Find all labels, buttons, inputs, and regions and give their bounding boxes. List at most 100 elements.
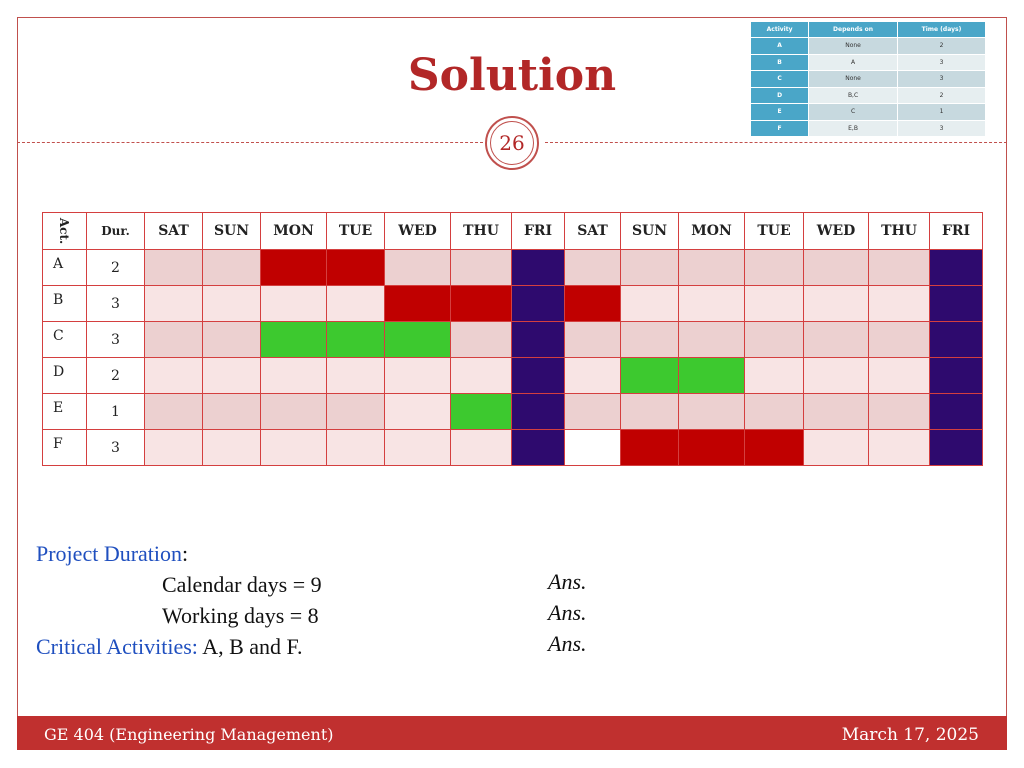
gantt-cell-dark [564,249,621,286]
gantt-cell-dark [384,249,451,286]
gantt-cell-red [678,429,745,466]
duration-value: 3 [86,429,145,466]
gantt-cell-light [868,357,930,394]
gantt-cell-light [326,285,385,322]
activity-label: E [42,393,87,430]
gantt-cell-light [260,285,327,322]
calendar-days: Calendar days = 9 [162,572,322,597]
gantt-cell-light [384,357,451,394]
gantt-cell-dark [620,321,679,358]
gantt-cell-light [868,285,930,322]
duration-value: 3 [86,285,145,322]
reference-header: Activity [749,21,810,38]
gantt-cell-dark [678,393,745,430]
slide-date: March 17, 2025 [841,725,979,745]
reference-time: 3 [896,53,987,71]
gantt-cell-light [384,429,451,466]
gantt-cell-dark [620,393,679,430]
gantt-cell-dark [803,249,869,286]
footer-bar: GE 404 (Engineering Management) March 17… [17,716,1007,750]
gantt-cell-light [620,285,679,322]
gantt-cell-green [450,393,512,430]
reference-depends: A [808,53,898,71]
reference-time: 3 [896,119,987,137]
gantt-cell-green [260,321,327,358]
gantt-cell-dark [678,249,745,286]
gantt-cell-light [326,357,385,394]
gantt-header-row: Act. Dur. SAT SUN MON TUE WED THU FRI SAT SUN MON… [42,212,983,250]
day-header: TUE [744,212,804,250]
answer-mark-3: Ans. [548,631,587,656]
gantt-cell-dark [450,249,512,286]
gantt-cell-light [144,429,203,466]
day-header: WED [384,212,451,250]
gantt-cell-navy [929,429,983,466]
reference-row: C None 3 [749,70,987,88]
gantt-cell-green [326,321,385,358]
gantt-cell-light [803,357,869,394]
gantt-cell-red [564,285,621,322]
day-header: SUN [620,212,679,250]
day-header: FRI [511,212,565,250]
gantt-cell-navy [511,249,565,286]
reference-depends: B,C [808,86,898,104]
gantt-cell-light [384,393,451,430]
day-header: TUE [326,212,385,250]
answer-mark-1: Ans. [548,569,587,594]
day-header: SAT [144,212,203,250]
gantt-cell-green [620,357,679,394]
gantt-cell-navy [511,393,565,430]
working-days: Working days = 8 [162,603,319,628]
gantt-cell-dark [260,393,327,430]
reference-row: A None 2 [749,37,987,55]
gantt-cell-dark [868,393,930,430]
day-header: FRI [929,212,983,250]
gantt-cell-light [564,357,621,394]
gantt-cell-light [144,357,203,394]
gantt-cell-light [803,429,869,466]
activity-label: C [42,321,87,358]
critical-activities-label: Critical Activities: [36,634,198,659]
gantt-cell-dark [744,249,804,286]
reference-activity: D [749,86,810,104]
gantt-cell-light [678,285,745,322]
answer-mark-2: Ans. [548,600,587,625]
gantt-cell-white [564,429,621,466]
reference-activity: E [749,103,810,121]
gantt-cell-dark [326,393,385,430]
gantt-cell-red [620,429,679,466]
divider-right [545,142,1007,143]
gantt-cell-dark [202,321,261,358]
gantt-cell-navy [929,249,983,286]
activity-label: F [42,429,87,466]
duration-value: 2 [86,357,145,394]
activity-label: D [42,357,87,394]
gantt-cell-dark [202,393,261,430]
critical-activities-line: Critical Activities: A, B and F. [36,631,303,662]
page-number-badge: 26 [485,116,539,170]
dur-header: Dur. [86,212,145,250]
gantt-cell-dark [678,321,745,358]
gantt-cell-dark [144,393,203,430]
reference-depends: C [808,103,898,121]
act-header: Act. [42,212,87,250]
gantt-cell-navy [929,357,983,394]
gantt-cell-green [384,321,451,358]
act-header-label: Act. [57,217,72,245]
divider-left [17,142,483,143]
gantt-cell-dark [144,321,203,358]
gantt-cell-dark [744,393,804,430]
gantt-cell-light [450,357,512,394]
gantt-cell-dark [868,249,930,286]
reference-row: F E,B 3 [749,119,987,137]
activity-label: A [42,249,87,286]
day-header: SAT [564,212,621,250]
gantt-cell-dark [564,321,621,358]
gantt-cell-navy [929,393,983,430]
